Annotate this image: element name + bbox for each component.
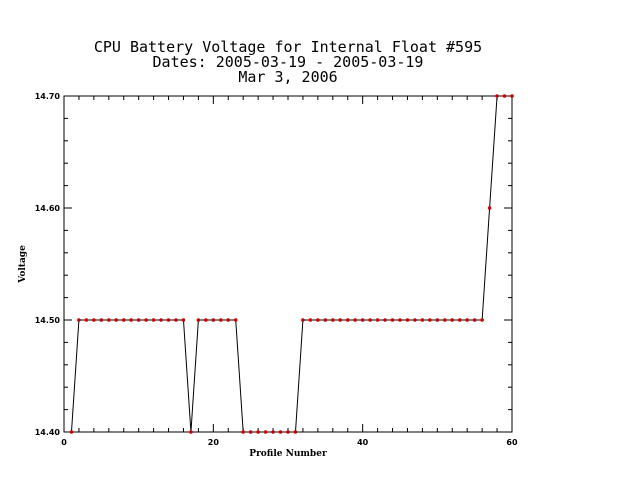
- data-point: [144, 318, 148, 322]
- x-tick-label: 0: [61, 438, 67, 447]
- x-axis-label: Profile Number: [249, 449, 327, 459]
- data-point: [301, 318, 305, 322]
- data-point: [271, 430, 275, 434]
- data-point: [353, 318, 358, 322]
- y-tick-label: 14.50: [35, 316, 61, 325]
- data-point: [495, 94, 499, 98]
- data-point: [204, 318, 208, 322]
- data-point: [435, 318, 440, 322]
- data-point: [465, 318, 470, 322]
- data-point: [443, 318, 447, 322]
- data-point: [323, 318, 328, 322]
- data-point: [360, 318, 365, 322]
- y-axis-label: Voltage: [18, 245, 28, 284]
- data-point: [107, 318, 111, 322]
- data-point: [308, 318, 313, 322]
- data-point: [233, 318, 238, 322]
- data-point: [84, 318, 89, 322]
- chart-title-line-1: CPU Battery Voltage for Internal Float #…: [94, 38, 482, 56]
- chart-title-line-3: Mar 3, 2006: [238, 68, 337, 86]
- data-point: [151, 318, 156, 322]
- data-point: [99, 318, 104, 322]
- data-point: [457, 318, 462, 322]
- data-markers: [69, 94, 514, 434]
- data-point: [293, 430, 298, 434]
- data-point: [480, 318, 484, 322]
- x-tick-label: 40: [357, 438, 369, 447]
- data-point: [219, 318, 223, 322]
- data-point: [510, 94, 514, 98]
- data-point: [278, 430, 283, 434]
- data-point: [263, 430, 268, 434]
- data-point: [472, 318, 477, 322]
- data-point: [248, 430, 253, 434]
- data-point: [383, 318, 387, 322]
- axis-ticks: [63, 95, 513, 433]
- data-point: [69, 430, 74, 434]
- data-point: [338, 318, 343, 322]
- data-point: [181, 318, 186, 322]
- data-point: [428, 318, 432, 322]
- data-point: [189, 430, 193, 434]
- data-point: [398, 318, 402, 322]
- chart-title-line-2: Dates: 2005-03-19 - 2005-03-19: [153, 53, 424, 71]
- data-point: [166, 318, 171, 322]
- y-tick-label: 14.70: [35, 92, 61, 101]
- data-point: [211, 318, 216, 322]
- data-point: [390, 318, 395, 322]
- data-point: [450, 318, 455, 322]
- data-point: [368, 318, 372, 322]
- data-point: [345, 318, 350, 322]
- data-point: [405, 318, 410, 322]
- series-line: [70, 95, 512, 433]
- data-point: [136, 318, 141, 322]
- y-tick-label: 14.60: [35, 204, 61, 213]
- data-point: [316, 318, 320, 322]
- data-point: [159, 318, 163, 322]
- data-point: [121, 318, 126, 322]
- axis-tick-labels: 0 20 40 60 14.40 14.50 14.60 14.70: [35, 92, 518, 447]
- data-point: [241, 430, 245, 434]
- data-point: [77, 318, 81, 322]
- data-point: [256, 430, 260, 434]
- data-point: [114, 318, 119, 322]
- data-point: [92, 318, 96, 322]
- x-tick-label: 20: [208, 438, 220, 447]
- data-point: [375, 318, 380, 322]
- data-point: [420, 318, 425, 322]
- data-point: [196, 318, 201, 322]
- y-tick-label: 14.40: [35, 428, 61, 437]
- x-tick-label: 60: [506, 438, 518, 447]
- plot-frame: [63, 95, 513, 433]
- data-point: [286, 430, 290, 434]
- data-point: [487, 206, 492, 210]
- data-point: [502, 94, 507, 98]
- data-point: [331, 318, 335, 322]
- data-point: [413, 318, 417, 322]
- data-point: [129, 318, 133, 322]
- data-point: [174, 318, 178, 322]
- data-point: [226, 318, 231, 322]
